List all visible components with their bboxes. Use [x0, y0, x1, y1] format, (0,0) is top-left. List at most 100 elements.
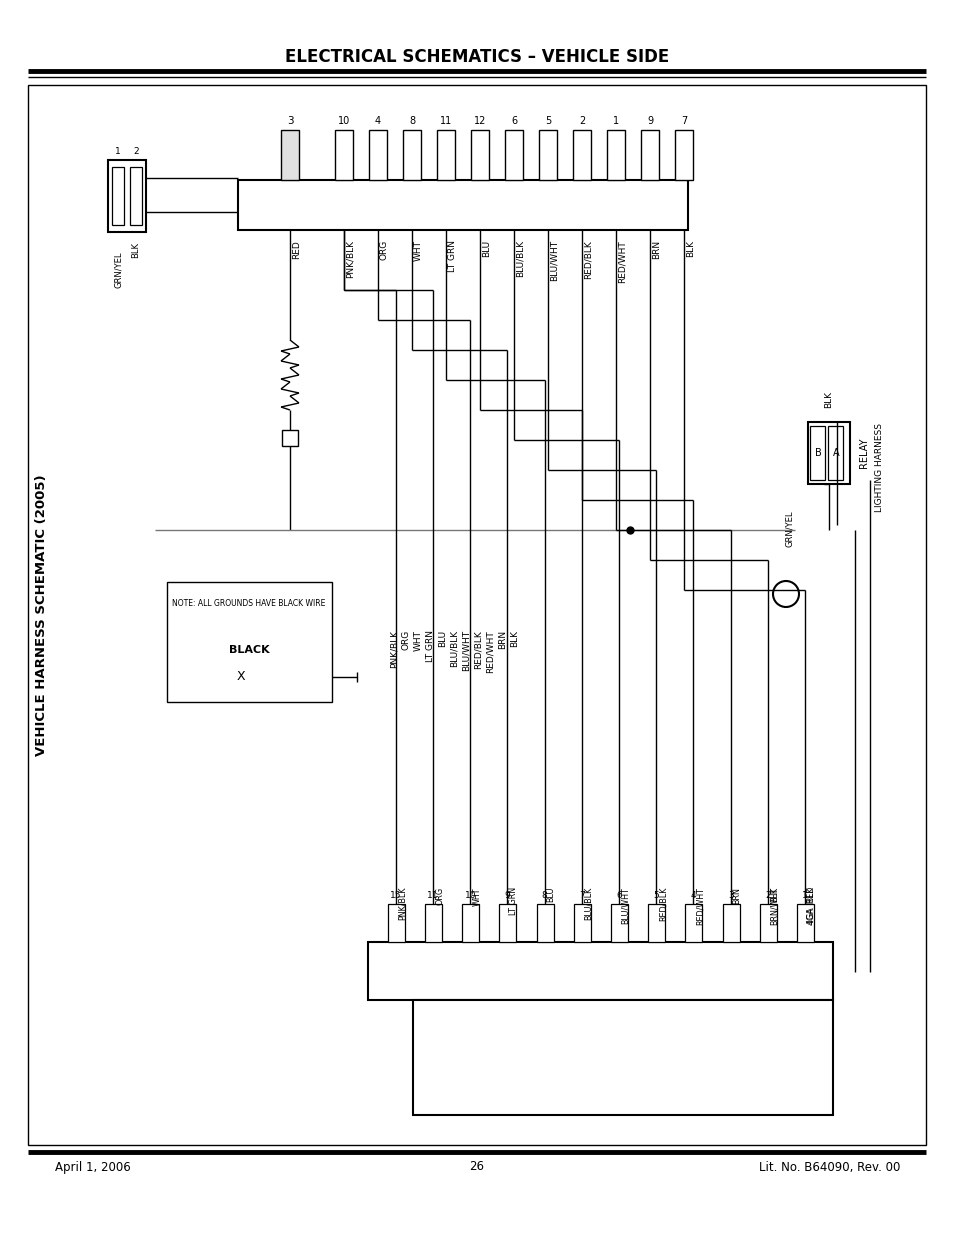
Text: 5: 5: [544, 116, 551, 126]
Bar: [130, 167, 142, 225]
Bar: [369, 130, 387, 180]
Bar: [436, 130, 455, 180]
Text: BRN: BRN: [497, 630, 506, 650]
Text: BLU/BLK: BLU/BLK: [450, 630, 458, 667]
Bar: [282, 430, 297, 446]
Text: 12: 12: [474, 116, 486, 126]
Text: 26: 26: [469, 1161, 484, 1173]
Text: 8: 8: [409, 116, 415, 126]
Bar: [499, 904, 516, 942]
Text: RED/BLK: RED/BLK: [658, 887, 666, 921]
Bar: [760, 904, 776, 942]
Bar: [722, 904, 739, 942]
Text: 7: 7: [578, 890, 584, 899]
Text: RED/BLK: RED/BLK: [474, 630, 482, 668]
Text: 5: 5: [653, 890, 659, 899]
Bar: [425, 904, 441, 942]
Text: RED/WHT: RED/WHT: [695, 887, 703, 925]
Bar: [28, 85, 925, 1145]
Text: ELECTRICAL SCHEMATICS – VEHICLE SIDE: ELECTRICAL SCHEMATICS – VEHICLE SIDE: [285, 48, 668, 65]
Text: BRN: BRN: [732, 887, 740, 904]
Text: PNK/BLK: PNK/BLK: [346, 240, 355, 278]
Text: 4: 4: [375, 116, 380, 126]
Text: GRN/YEL: GRN/YEL: [113, 252, 122, 288]
Text: RED: RED: [292, 240, 301, 259]
Bar: [167, 582, 332, 701]
Bar: [675, 130, 692, 180]
Text: ORG: ORG: [379, 240, 389, 261]
Text: BLU: BLU: [437, 630, 447, 647]
Text: LIGHTING HARNESS: LIGHTING HARNESS: [875, 424, 883, 513]
Text: 4GA  RED: 4GA RED: [806, 887, 815, 925]
Text: 11: 11: [427, 890, 438, 899]
Text: B: B: [814, 448, 821, 458]
Text: 2: 2: [578, 116, 584, 126]
Text: 9: 9: [646, 116, 653, 126]
Text: GRN/YEL: GRN/YEL: [784, 511, 794, 547]
Bar: [809, 426, 824, 480]
Text: 6: 6: [616, 890, 621, 899]
Bar: [685, 904, 701, 942]
Text: BLK: BLK: [769, 887, 778, 902]
Text: WHT: WHT: [472, 887, 481, 905]
Bar: [573, 130, 590, 180]
Text: April 1, 2006: April 1, 2006: [55, 1161, 131, 1173]
Bar: [108, 161, 146, 232]
Text: ORG: ORG: [401, 630, 411, 651]
Bar: [640, 130, 659, 180]
Bar: [112, 167, 124, 225]
Bar: [413, 1000, 832, 1115]
Text: ORG: ORG: [435, 887, 444, 905]
Bar: [462, 904, 478, 942]
Bar: [807, 422, 849, 484]
Text: VEHICLE HARNESS SCHEMATIC (2005): VEHICLE HARNESS SCHEMATIC (2005): [35, 474, 49, 756]
Text: BLU: BLU: [481, 240, 491, 257]
Bar: [648, 904, 664, 942]
Text: 2: 2: [764, 890, 770, 899]
Bar: [574, 904, 590, 942]
Text: LT GRN: LT GRN: [448, 240, 456, 272]
Text: RED/BLK: RED/BLK: [583, 240, 593, 279]
Bar: [538, 130, 557, 180]
Text: PNK/BLK: PNK/BLK: [390, 630, 398, 668]
Text: 10: 10: [337, 116, 350, 126]
Bar: [827, 426, 842, 480]
Text: X: X: [236, 671, 245, 683]
Text: BLACK: BLACK: [229, 645, 269, 655]
Bar: [388, 904, 404, 942]
Bar: [537, 904, 553, 942]
Bar: [281, 130, 298, 180]
Text: LT GRN: LT GRN: [426, 630, 435, 662]
Text: Lit. No. B64090, Rev. 00: Lit. No. B64090, Rev. 00: [758, 1161, 899, 1173]
Text: BRN/WHT: BRN/WHT: [769, 887, 778, 925]
Text: LT GRN: LT GRN: [509, 887, 518, 915]
Text: BLU: BLU: [546, 887, 555, 903]
Text: BLK: BLK: [132, 242, 140, 258]
Text: BLU/WHT: BLU/WHT: [620, 887, 629, 924]
Text: 1: 1: [612, 116, 618, 126]
Text: 11: 11: [439, 116, 452, 126]
Text: RELAY: RELAY: [858, 437, 868, 468]
Text: 1: 1: [801, 890, 807, 899]
Text: 6: 6: [511, 116, 517, 126]
Text: 15: 15: [390, 890, 401, 899]
Text: 10: 10: [464, 890, 476, 899]
Bar: [368, 942, 832, 1000]
Text: 3: 3: [727, 890, 733, 899]
Text: BRN: BRN: [651, 240, 660, 259]
Bar: [471, 130, 489, 180]
Bar: [504, 130, 522, 180]
Text: WHT: WHT: [414, 240, 422, 261]
Bar: [606, 130, 624, 180]
Bar: [237, 180, 687, 230]
Text: BLU/WHT: BLU/WHT: [461, 630, 471, 671]
Text: RED/WHT: RED/WHT: [485, 630, 495, 673]
Text: BLK: BLK: [823, 391, 833, 409]
Text: BLU/WHT: BLU/WHT: [550, 240, 558, 282]
Bar: [402, 130, 420, 180]
Text: WHT: WHT: [414, 630, 422, 651]
Text: BLK: BLK: [685, 240, 695, 257]
Text: 1: 1: [115, 147, 121, 157]
Text: 8: 8: [541, 890, 547, 899]
Text: BLU/BLK: BLU/BLK: [583, 887, 592, 920]
